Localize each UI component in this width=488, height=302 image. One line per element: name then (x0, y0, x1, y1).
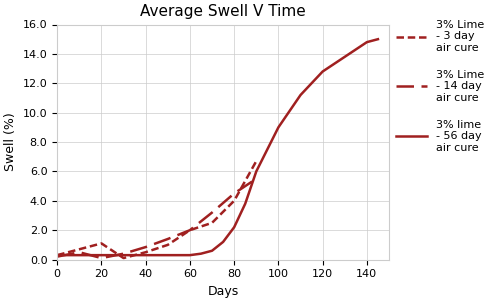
Legend: 3% Lime
- 3 day
air cure, 3% Lime
- 14 day
air cure, 3% lime
- 56 day
air cure: 3% Lime - 3 day air cure, 3% Lime - 14 d… (395, 20, 483, 153)
X-axis label: Days: Days (207, 285, 238, 298)
Title: Average Swell V Time: Average Swell V Time (140, 4, 305, 19)
Y-axis label: Swell (%): Swell (%) (4, 113, 17, 172)
